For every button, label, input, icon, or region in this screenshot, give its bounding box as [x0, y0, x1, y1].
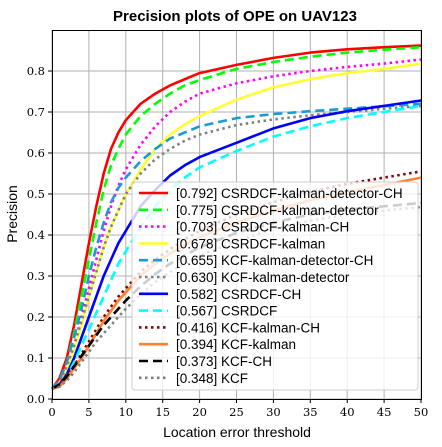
legend-entry-label: [0.348] KCF: [176, 371, 248, 386]
legend-entry-label: [0.655] KCF-kalman-detector-CH: [176, 253, 373, 268]
x-tick-label: 25: [229, 405, 244, 419]
y-tick-label: 0.6: [27, 146, 45, 160]
series-line-2: [51, 58, 422, 390]
x-tick-label: 45: [377, 405, 392, 419]
legend-box: [131, 181, 419, 391]
y-tick-label: 0.2: [27, 310, 45, 324]
chart-title: Precision plots of OPE on UAV123: [113, 8, 357, 25]
x-tick-label: 35: [303, 405, 318, 419]
x-axis-label: Location error threshold: [163, 424, 311, 440]
x-tick-label: 15: [155, 405, 170, 419]
legend-entry-label: [0.373] KCF-CH: [176, 354, 272, 369]
legend: [0.792] CSRDCF-kalman-detector-CH [0.775]…: [131, 181, 419, 391]
y-tick-label: 0.7: [27, 105, 45, 119]
legend-entry-label: [0.775] CSRDCF-kalman-detector: [176, 203, 379, 218]
legend-entry-label: [0.394] KCF-kalman: [176, 337, 296, 352]
series-line-1: [51, 45, 422, 390]
tick-labels: 0 5 10 15 20 25 30 35 40 45 50 0.0 0.1 0.2 0.3 0.4 0.5 0.…: [27, 64, 429, 419]
legend-entry-label: [0.582] CSRDCF-CH: [176, 287, 301, 302]
legend-entry-label: [0.703] CSRDCF-kalman-CH: [176, 220, 349, 235]
legend-entry-label: [0.567] CSRDCF: [176, 304, 277, 319]
legend-entry-label: [0.678] CSRDCF-kalman: [176, 236, 325, 251]
y-tick-label: 0.8: [27, 64, 45, 78]
legend-entry-label: [0.630] KCF-kalman-detector: [176, 270, 350, 285]
x-tick-label: 50: [414, 405, 429, 419]
x-tick-label: 5: [85, 405, 92, 419]
x-tick-label: 10: [118, 405, 133, 419]
x-tick-label: 0: [48, 405, 55, 419]
y-tick-label: 0.4: [27, 228, 45, 242]
y-tick-label: 0.1: [27, 351, 45, 365]
x-tick-label: 20: [192, 405, 207, 419]
series-line-0: [50, 44, 422, 390]
legend-entry-label: [0.792] CSRDCF-kalman-detector-CH: [176, 186, 403, 201]
y-tick-label: 0.0: [27, 392, 45, 406]
series-line-4: [51, 102, 422, 390]
legend-entry-label: [0.416] KCF-kalman-CH: [176, 320, 320, 335]
x-tick-label: 30: [266, 405, 281, 419]
y-tick-label: 0.3: [27, 269, 45, 283]
y-axis-label: Precision: [4, 185, 20, 243]
y-tick-label: 0.5: [27, 187, 45, 201]
x-tick-label: 40: [340, 405, 355, 419]
